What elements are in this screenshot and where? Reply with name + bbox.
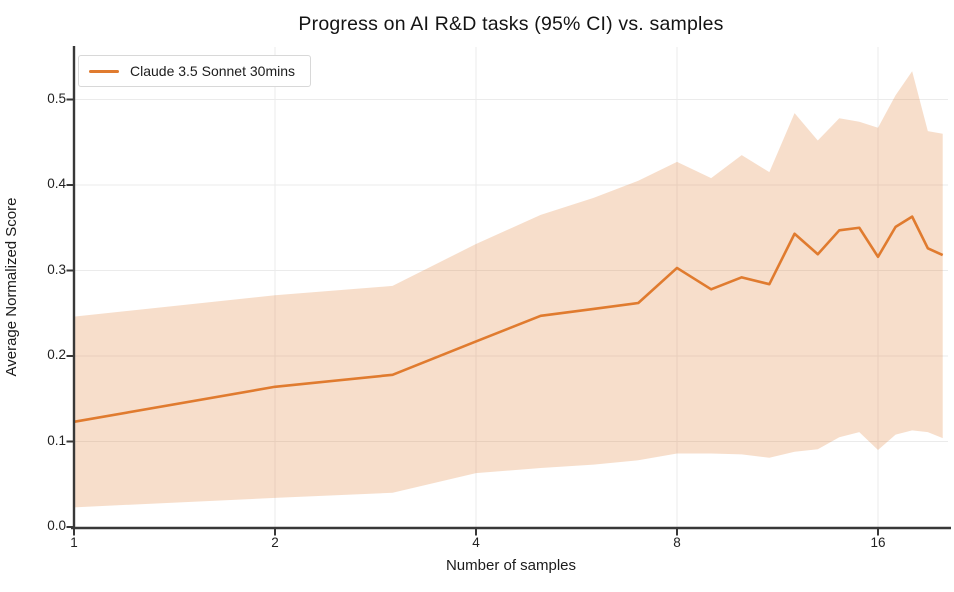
y-tick-label: 0.4 [47, 176, 66, 191]
legend-label: Claude 3.5 Sonnet 30mins [130, 63, 295, 79]
x-tick-label: 2 [271, 535, 279, 550]
y-tick-label: 0.1 [47, 432, 66, 448]
y-tick-label: 0.5 [47, 90, 66, 106]
x-tick-label: 8 [673, 535, 681, 550]
y-axis-label: Average Normalized Score [3, 197, 20, 377]
legend-line-swatch [89, 69, 119, 73]
y-tick-label: 0.3 [47, 261, 66, 277]
x-tick-label: 1 [70, 535, 78, 550]
series-line-claude-35-sonnet [73, 215, 944, 424]
y-tick-label: 0.2 [47, 347, 66, 362]
x-tick-label: 16 [870, 535, 886, 550]
chart-title: Progress on AI R&D tasks (95% CI) vs. sa… [298, 13, 724, 35]
confidence-band [74, 71, 943, 508]
legend: Claude 3.5 Sonnet 30mins [78, 55, 311, 87]
x-axis-label: Number of samples [445, 557, 577, 574]
y-tick-label: 0.0 [47, 518, 66, 533]
x-tick-label: 4 [472, 535, 480, 550]
